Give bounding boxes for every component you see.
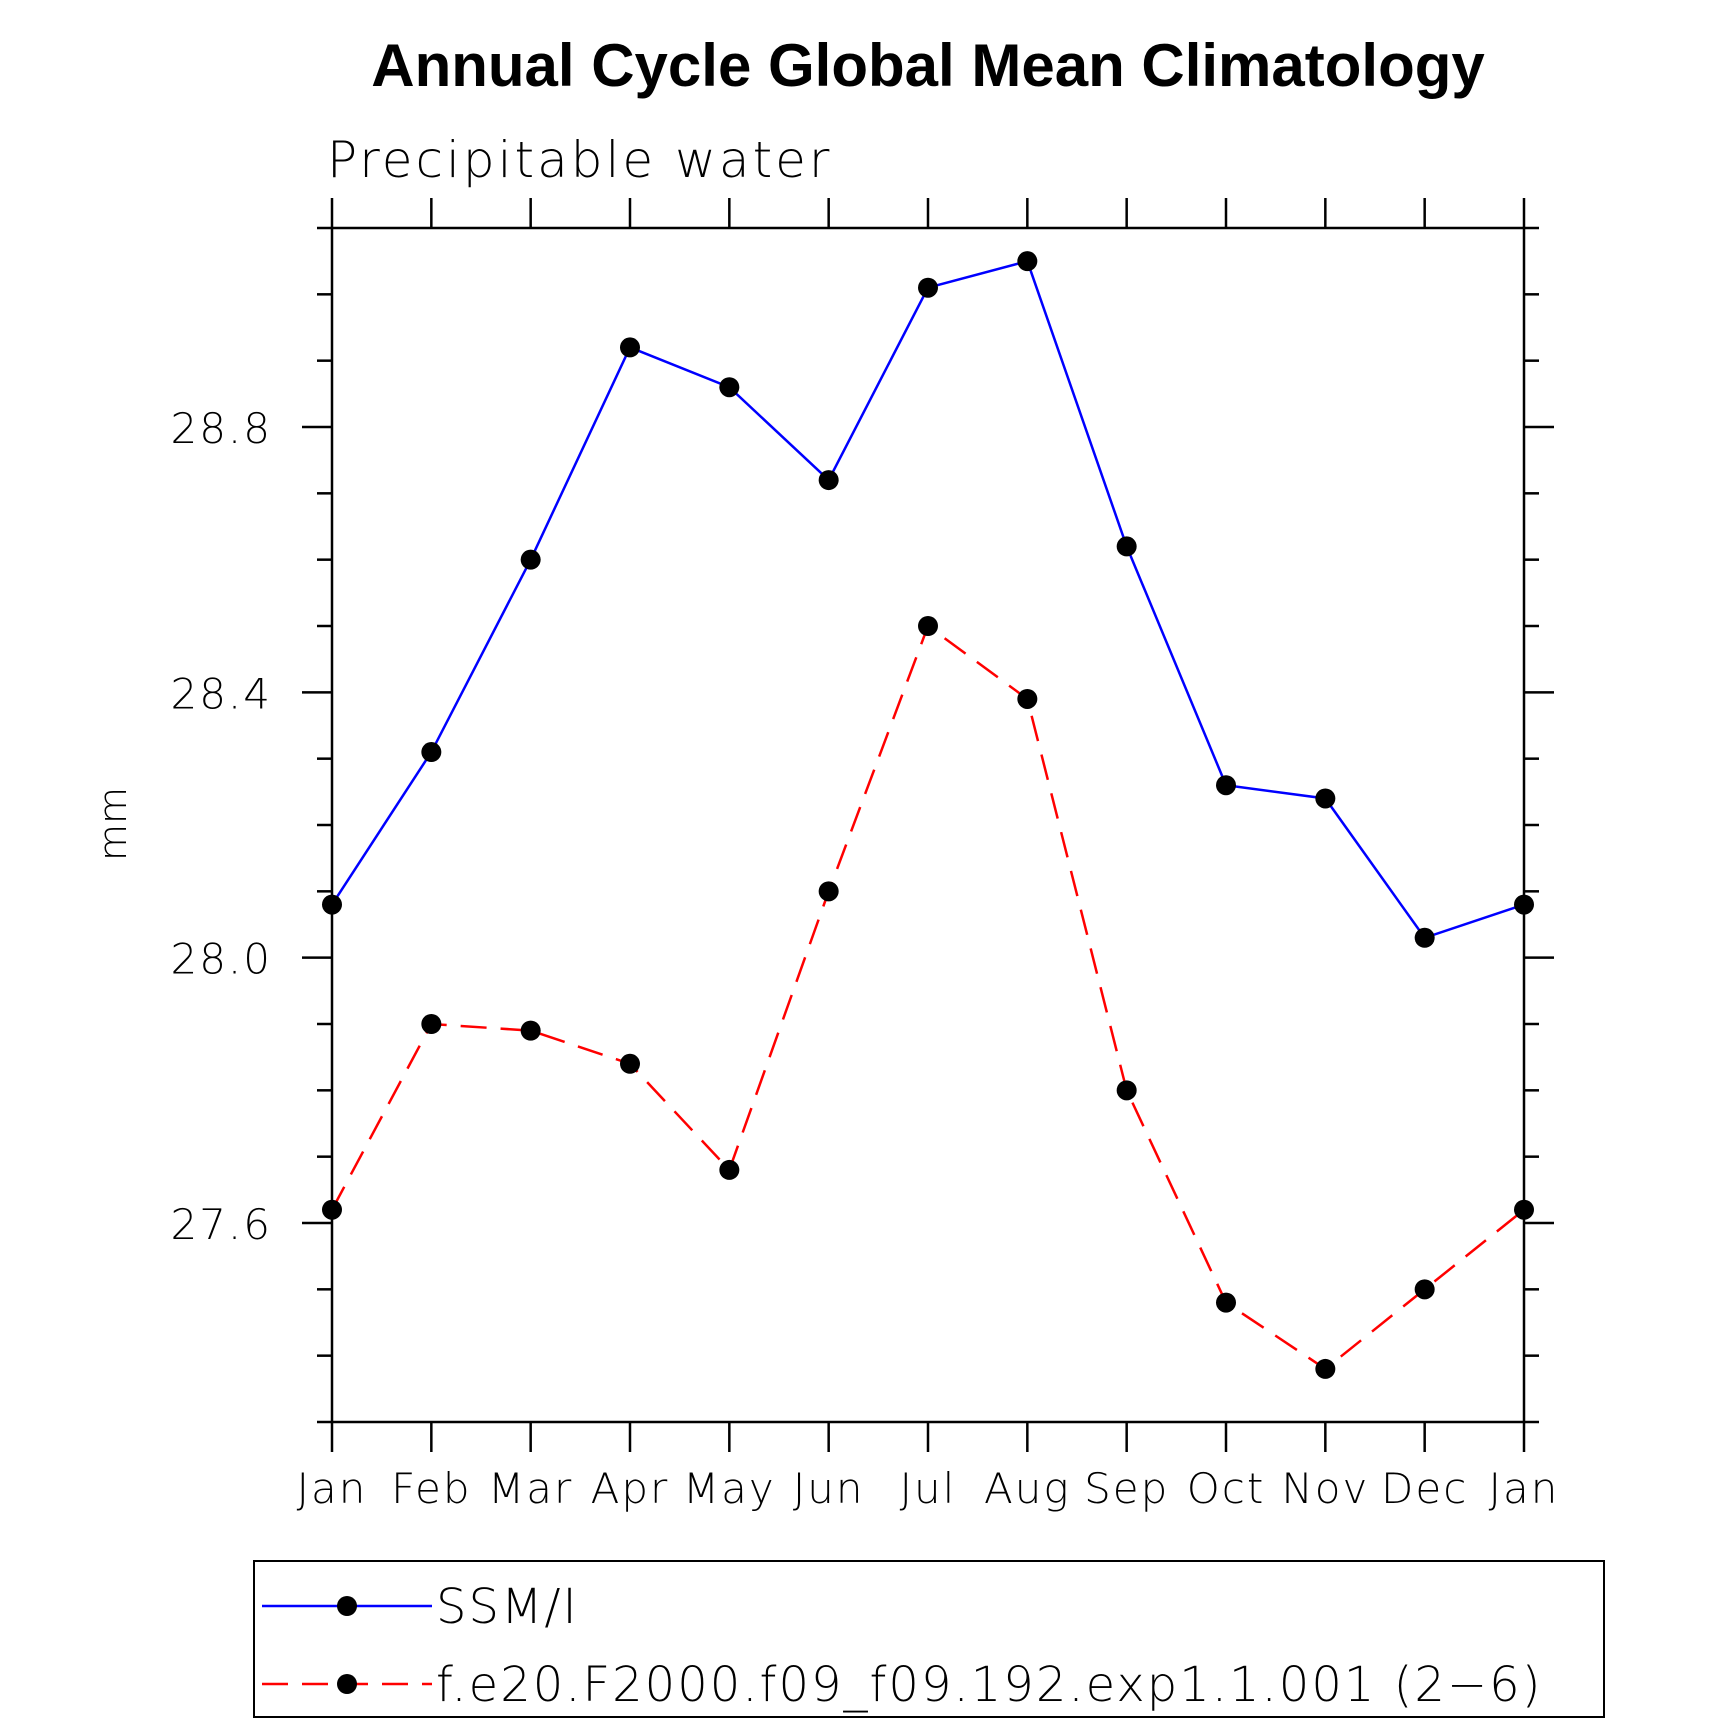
data-point xyxy=(1216,775,1236,796)
x-tick-label: Dec xyxy=(1381,1464,1468,1513)
series-layer xyxy=(322,251,1534,1379)
data-point xyxy=(1116,1080,1137,1101)
y-tick-label: 27.6 xyxy=(170,1200,272,1249)
y-tick-label: 28.0 xyxy=(170,935,272,984)
data-point xyxy=(620,337,640,358)
chart-subtitle: Precipitable water xyxy=(327,131,833,189)
legend-label-0: SSM/I xyxy=(436,1579,579,1635)
data-point xyxy=(620,1053,640,1074)
data-point xyxy=(1414,927,1435,948)
data-point xyxy=(520,1020,541,1041)
data-point xyxy=(719,377,740,398)
series-line-1 xyxy=(330,624,1525,1371)
x-tick-label: Feb xyxy=(391,1464,471,1513)
x-axis-ticks: Jan Feb Mar Apr May Jun Jul Aug Sep Oct Nov Dec Jan xyxy=(297,198,1560,1513)
y-axis-label: mm xyxy=(91,787,135,861)
x-tick-label: Jan xyxy=(297,1464,368,1513)
y-axis-ticks: 27.6 28.0 28.4 28.8 xyxy=(170,226,1554,1424)
data-point xyxy=(918,616,938,636)
data-point xyxy=(818,881,839,902)
data-point xyxy=(1017,688,1038,709)
data-point xyxy=(719,1159,740,1180)
legend-marker-1 xyxy=(337,1674,357,1694)
x-tick-label: Jun xyxy=(793,1464,865,1513)
data-point xyxy=(322,1199,342,1220)
data-point xyxy=(918,277,938,298)
data-point xyxy=(421,1014,442,1034)
legend-label-1: f.e20.F2000.f09_f09.192.exp1.1.001 (2−6) xyxy=(436,1657,1542,1713)
x-tick-label: Jul xyxy=(900,1464,957,1513)
data-point xyxy=(1514,894,1534,915)
chart-title: Annual Cycle Global Mean Climatology xyxy=(371,32,1485,99)
data-point xyxy=(1116,536,1137,557)
data-point xyxy=(1017,251,1038,272)
data-point xyxy=(421,742,442,763)
data-point xyxy=(1216,1292,1236,1313)
data-point xyxy=(1315,788,1336,809)
legend: SSM/I f.e20.F2000.f09_f09.192.exp1.1.001 … xyxy=(253,1560,1605,1718)
x-tick-label: Aug xyxy=(984,1464,1071,1513)
legend-box xyxy=(253,1560,1605,1718)
y-tick-label: 28.4 xyxy=(170,669,272,718)
y-tick-label: 28.8 xyxy=(170,404,272,453)
data-point xyxy=(1514,1199,1534,1220)
series-line-0 xyxy=(330,259,1525,940)
legend-items: SSM/I f.e20.F2000.f09_f09.192.exp1.1.001 … xyxy=(262,1579,1542,1713)
data-point xyxy=(520,549,541,570)
x-tick-label: Oct xyxy=(1187,1464,1266,1513)
x-tick-label: Jan xyxy=(1489,1464,1560,1513)
legend-marker-0 xyxy=(337,1596,357,1616)
x-tick-label: Mar xyxy=(488,1464,573,1513)
x-tick-label: Sep xyxy=(1084,1464,1169,1513)
data-point xyxy=(1315,1358,1336,1379)
x-tick-label: May xyxy=(683,1464,776,1513)
x-tick-label: Apr xyxy=(591,1464,670,1513)
data-point xyxy=(322,894,342,915)
x-tick-label: Nov xyxy=(1281,1464,1369,1513)
data-point xyxy=(1414,1279,1435,1300)
data-point xyxy=(818,470,839,491)
